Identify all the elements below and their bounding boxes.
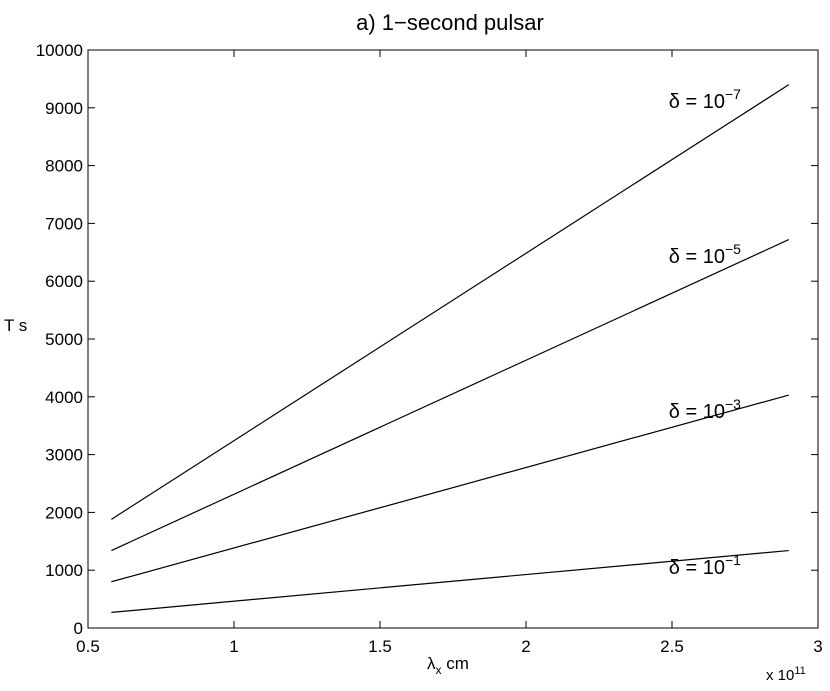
x-tick-label: 2: [521, 637, 530, 656]
y-axis-label: T s: [4, 316, 28, 335]
x-tick-label: 2.5: [660, 637, 684, 656]
y-tick-label: 3000: [45, 446, 83, 465]
x-axis-label-symbol: λ: [427, 654, 436, 673]
x-tick-label: 1: [229, 637, 238, 656]
y-tick-label: 6000: [45, 272, 83, 291]
x-axis-multiplier: x 1011: [766, 665, 806, 684]
series-label-exponent: −7: [724, 85, 741, 102]
series-label: δ = 10−5: [669, 241, 741, 269]
series-label-exponent: −1: [724, 551, 741, 568]
series-label-base: δ = 10: [668, 401, 725, 424]
x-tick-label: 0.5: [76, 637, 100, 656]
y-tick-label: 4000: [45, 388, 83, 407]
series-label-base: δ = 10: [668, 245, 725, 268]
chart-title: a) 1−second pulsar: [356, 10, 544, 35]
series-label-exponent: −3: [724, 396, 741, 413]
series-line: [111, 84, 790, 520]
series-label-exponent: −5: [724, 240, 741, 257]
y-tick-label: 2000: [45, 503, 83, 522]
y-tick-label: 8000: [45, 157, 83, 176]
plot-area: 0.5 1 1.5 2 2.5 3 0 1000 2000 3000 4000 5000 6000 700…: [36, 41, 823, 656]
x-axis-multiplier-exponent: 11: [794, 665, 806, 677]
x-axis-multiplier-base: x 10: [766, 667, 795, 684]
y-tick-label: 7000: [45, 214, 83, 233]
series-label: δ = 10−7: [669, 86, 741, 114]
x-axis-label: λx cm: [427, 654, 469, 677]
series-line: [111, 549, 789, 613]
y-tick-label: 1000: [45, 561, 83, 580]
y-tick-label: 5000: [45, 330, 83, 349]
series-line: [111, 239, 790, 552]
y-tick-label: 0: [74, 619, 83, 638]
x-tick-label: 1.5: [368, 637, 392, 656]
series-label: δ = 10−1: [669, 552, 741, 580]
y-tick-label: 9000: [45, 99, 83, 118]
y-tick-label: 10000: [36, 41, 83, 60]
series-label: δ = 10−3: [669, 396, 741, 424]
series-label-base: δ = 10: [668, 90, 725, 113]
x-axis-label-unit: cm: [446, 654, 469, 673]
x-axis-label-subscript: x: [435, 663, 442, 677]
series-line: [111, 394, 789, 583]
x-tick-label: 3: [813, 637, 822, 656]
series-label-base: δ = 10: [668, 556, 725, 579]
